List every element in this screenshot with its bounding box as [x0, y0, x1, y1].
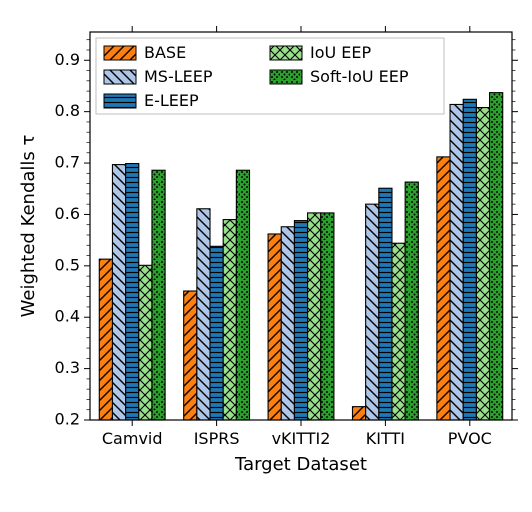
bar [236, 170, 249, 420]
x-tick-label: Camvid [102, 429, 163, 448]
bar [152, 170, 165, 420]
legend-label: BASE [144, 43, 186, 62]
legend-swatch [104, 94, 136, 108]
bar-chart: 0.2 0.3 0.4 0.5 0.6 0.7 0.8 0.9 Camvid ISPRS vKITT… [0, 0, 532, 512]
bar [308, 213, 321, 420]
y-tick-label: 0.3 [55, 358, 80, 377]
x-tick-label: KITTI [366, 429, 405, 448]
legend-swatch [270, 70, 302, 84]
bar [126, 164, 139, 420]
bar [197, 209, 210, 420]
bar [321, 213, 334, 420]
bar [210, 246, 223, 420]
bar [223, 220, 236, 420]
legend-label: Soft-IoU EEP [310, 67, 409, 86]
legend-label: IoU EEP [310, 43, 372, 62]
y-tick-label: 0.9 [55, 50, 80, 69]
x-tick-label: PVOC [448, 429, 492, 448]
bar [99, 259, 112, 420]
legend-swatch [104, 46, 136, 60]
legend-swatch [270, 46, 302, 60]
bar [476, 108, 489, 420]
y-axis-label: Weighted Kendalls τ [18, 135, 39, 318]
bar [437, 157, 450, 420]
bar [392, 243, 405, 420]
legend-swatch [104, 70, 136, 84]
bar [294, 221, 307, 420]
bar [366, 204, 379, 420]
chart-container: 0.2 0.3 0.4 0.5 0.6 0.7 0.8 0.9 Camvid ISPRS vKITT… [0, 0, 532, 512]
bar [450, 104, 463, 420]
bar [281, 227, 294, 420]
y-tick-label: 0.8 [55, 101, 80, 120]
bar [490, 93, 503, 420]
bar [352, 407, 365, 420]
bar [379, 188, 392, 420]
x-axis-label: Target Dataset [234, 454, 367, 475]
bar [405, 182, 418, 420]
x-tick-label: vKITTI2 [272, 429, 331, 448]
y-tick-label: 0.6 [55, 204, 80, 223]
y-tick-label: 0.4 [55, 307, 80, 326]
y-tick-label: 0.5 [55, 255, 80, 274]
bar [268, 234, 281, 420]
bar [112, 165, 125, 420]
legend: BASE MS-LEEP E-LEEP IoU EEP Soft-IoU EEP [96, 38, 444, 114]
legend-label: MS-LEEP [144, 67, 213, 86]
bar [184, 291, 197, 420]
legend-label: E-LEEP [144, 91, 199, 110]
x-tick-label: ISPRS [194, 429, 240, 448]
y-tick-label: 0.7 [55, 153, 80, 172]
y-tick-label: 0.2 [55, 410, 80, 429]
bar [139, 265, 152, 420]
bar [463, 99, 476, 420]
